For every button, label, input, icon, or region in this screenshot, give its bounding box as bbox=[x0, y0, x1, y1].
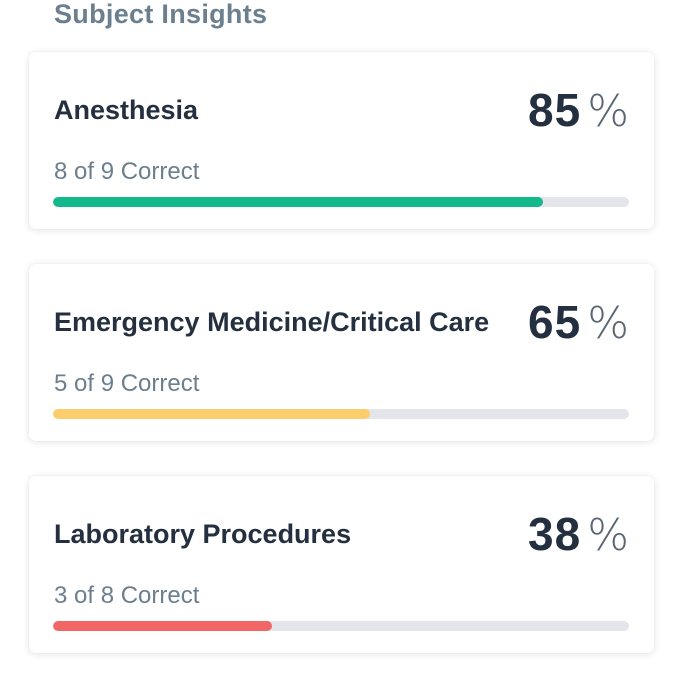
progress-bar bbox=[53, 621, 629, 631]
subject-name: Emergency Medicine/Critical Care bbox=[54, 307, 490, 337]
correct-count: 5 of 9 Correct bbox=[54, 370, 200, 397]
score: 85% bbox=[528, 82, 629, 150]
score: 38% bbox=[528, 506, 629, 574]
score-value: 65 bbox=[528, 296, 582, 348]
score-value: 38 bbox=[528, 508, 582, 560]
subject-card-emergency-medicine[interactable]: Emergency Medicine/Critical Care 65% 5 o… bbox=[29, 264, 654, 441]
score: 65% bbox=[528, 294, 629, 362]
progress-fill bbox=[53, 409, 370, 419]
progress-fill bbox=[53, 621, 272, 631]
section-title: Subject Insights bbox=[54, 0, 268, 29]
correct-count: 3 of 8 Correct bbox=[54, 582, 200, 609]
score-unit: % bbox=[587, 86, 629, 137]
progress-bar bbox=[53, 409, 629, 419]
subject-card-anesthesia[interactable]: Anesthesia 85% 8 of 9 Correct bbox=[29, 52, 654, 229]
progress-fill bbox=[53, 197, 543, 207]
subject-name: Laboratory Procedures bbox=[54, 519, 352, 549]
subject-card-laboratory-procedures[interactable]: Laboratory Procedures 38% 3 of 8 Correct bbox=[29, 476, 654, 653]
correct-count: 8 of 9 Correct bbox=[54, 158, 200, 185]
progress-bar bbox=[53, 197, 629, 207]
subject-name: Anesthesia bbox=[54, 95, 199, 125]
score-unit: % bbox=[587, 510, 629, 561]
score-value: 85 bbox=[528, 84, 582, 136]
score-unit: % bbox=[587, 298, 629, 349]
